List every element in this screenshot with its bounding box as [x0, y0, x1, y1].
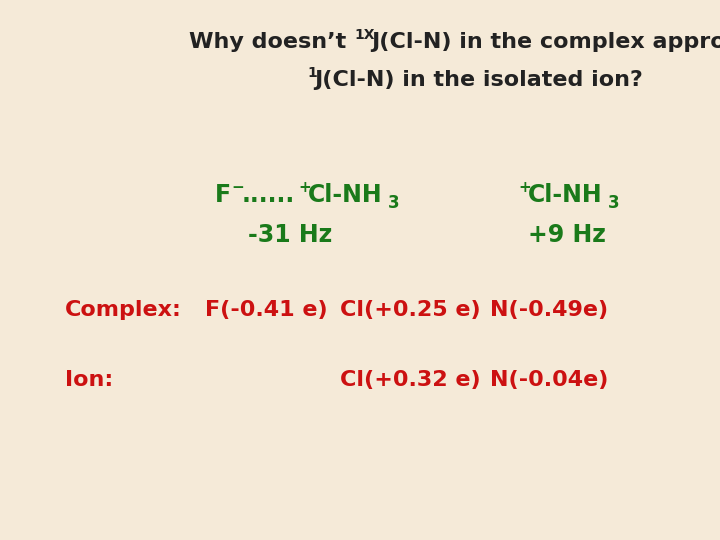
Text: J(Cl-N) in the complex approach: J(Cl-N) in the complex approach — [371, 32, 720, 52]
Text: Cl-NH: Cl-NH — [308, 183, 382, 207]
Text: −: − — [231, 179, 244, 194]
Text: N(-0.49e): N(-0.49e) — [490, 300, 608, 320]
Text: +: + — [518, 179, 531, 194]
Text: Complex:: Complex: — [65, 300, 182, 320]
Text: F: F — [215, 183, 231, 207]
Text: 1X: 1X — [354, 28, 374, 42]
Text: Why doesn’t: Why doesn’t — [189, 32, 354, 52]
Text: Cl-NH: Cl-NH — [528, 183, 603, 207]
Text: +9 Hz: +9 Hz — [528, 223, 606, 247]
Text: Cl(+0.25 e): Cl(+0.25 e) — [340, 300, 481, 320]
Text: Cl(+0.32 e): Cl(+0.32 e) — [340, 370, 481, 390]
Text: N(-0.04e): N(-0.04e) — [490, 370, 608, 390]
Text: 3: 3 — [608, 194, 620, 212]
Text: 3: 3 — [388, 194, 400, 212]
Text: +: + — [298, 179, 311, 194]
Text: ......: ...... — [242, 183, 295, 207]
Text: 1: 1 — [307, 66, 317, 80]
Text: -31 Hz: -31 Hz — [248, 223, 332, 247]
Text: Ion:: Ion: — [65, 370, 113, 390]
Text: F(-0.41 e): F(-0.41 e) — [205, 300, 328, 320]
Text: J(Cl-N) in the isolated ion?: J(Cl-N) in the isolated ion? — [314, 70, 643, 90]
